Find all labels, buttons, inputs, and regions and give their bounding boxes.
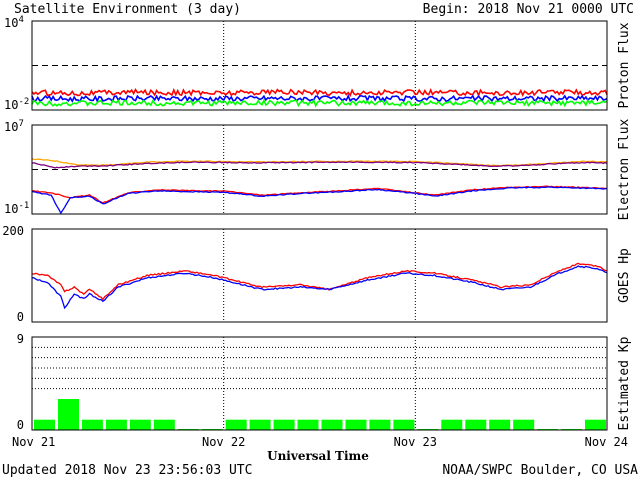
proton-series-red	[31, 87, 608, 98]
x-tick-label: Nov 23	[394, 435, 437, 449]
kp-bar	[81, 419, 103, 430]
kp-bar	[34, 419, 55, 430]
goes-hp-ylabel: GOES Hp	[617, 248, 632, 303]
electron-series-purple	[31, 161, 608, 169]
proton-ytick-label: 104	[4, 15, 24, 30]
panel-electron: 107 10-1 Electron Flux	[4, 118, 632, 220]
panel-kp: 9 0 Estimated Kp	[17, 332, 632, 432]
kp-bar	[345, 419, 367, 430]
begin-time: Begin: 2018 Nov 21 0000 UTC	[423, 2, 634, 17]
goes-hp-series-blue	[31, 265, 608, 310]
kp-bar	[58, 399, 79, 430]
kp-bar	[297, 419, 319, 430]
kp-bar	[441, 419, 463, 430]
kp-bar	[129, 419, 151, 430]
kp-bar	[105, 419, 127, 430]
kp-ytick-label: 9	[17, 332, 24, 346]
proton-series-blue	[31, 94, 608, 103]
electron-series-red	[31, 185, 608, 204]
kp-bar	[369, 419, 391, 430]
kp-bar	[585, 419, 606, 430]
chart-title: Satellite Environment (3 day)	[14, 2, 241, 17]
panel-goes-hp: 200 0 GOES Hp	[2, 224, 632, 324]
x-tick-label: Nov 24	[585, 435, 628, 449]
x-tick-label: Nov 22	[202, 435, 245, 449]
kp-bar	[153, 419, 175, 430]
electron-series-blue	[31, 186, 608, 215]
kp-bar	[273, 419, 295, 430]
proton-frame	[31, 20, 608, 111]
panel-proton: 104 10-2 Proton Flux	[4, 15, 632, 112]
kp-bar	[513, 419, 535, 430]
goes-hp-series-red	[31, 262, 608, 301]
x-axis-ticks: Nov 21 Nov 22 Nov 23 Nov 24	[12, 435, 628, 449]
electron-frame	[31, 124, 608, 215]
electron-ylabel: Electron Flux	[617, 118, 632, 220]
kp-frame	[31, 336, 608, 431]
kp-bar	[489, 419, 511, 430]
proton-ylabel: Proton Flux	[617, 22, 632, 108]
proton-ytick-label: 10-2	[4, 97, 29, 112]
kp-ytick-label: 0	[17, 418, 24, 432]
kp-bar	[249, 419, 271, 430]
panels: 104 10-2 Proton Flux 107 10-1 Electron Flux 20…	[2, 15, 632, 432]
goes-hp-frame	[31, 228, 608, 323]
kp-bar	[393, 419, 415, 430]
kp-bar	[321, 419, 343, 430]
kp-ylabel: Estimated Kp	[617, 336, 632, 430]
proton-series-green	[31, 98, 608, 108]
goes-hp-ytick-label: 200	[2, 224, 24, 238]
x-axis-label: Universal Time	[267, 449, 369, 463]
electron-ytick-label: 107	[4, 119, 24, 134]
credit-text: NOAA/SWPC Boulder, CO USA	[442, 463, 638, 478]
x-tick-label: Nov 21	[12, 435, 55, 449]
kp-bar	[465, 419, 487, 430]
updated-timestamp: Updated 2018 Nov 23 23:56:03 UTC	[2, 463, 252, 478]
electron-ytick-label: 10-1	[4, 201, 29, 216]
goes-hp-ytick-label: 0	[17, 310, 24, 324]
kp-bar	[225, 419, 247, 430]
